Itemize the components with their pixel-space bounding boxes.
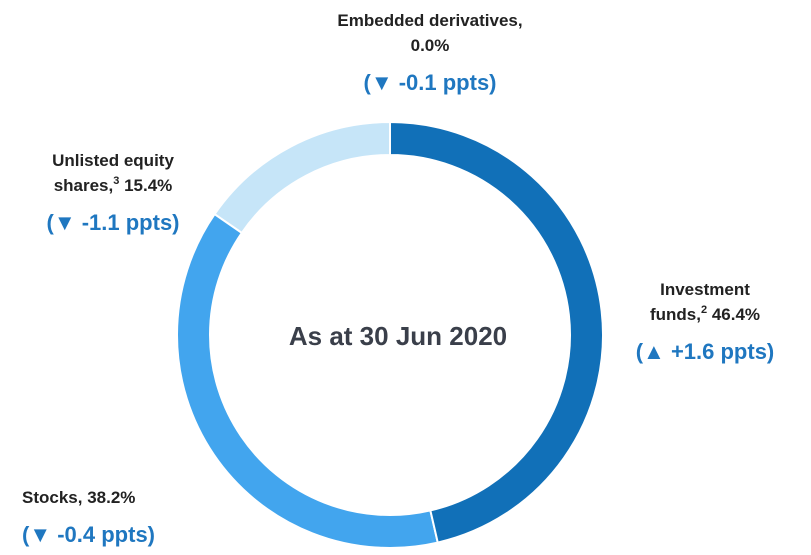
footnote: 3 [113, 175, 119, 187]
category: Embedded derivatives, [337, 11, 522, 30]
value-label: 0.0% [411, 36, 450, 55]
slice-label: Embedded derivatives, 0.0% (▼ -0.1 ppts) [320, 8, 540, 98]
center-text: As at 30 Jun 2020 [289, 321, 507, 351]
category: Stocks, [22, 488, 82, 507]
value-label: 38.2% [87, 488, 135, 507]
change-label: (▼ -0.4 ppts) [22, 520, 222, 550]
change-label: (▼ -1.1 ppts) [18, 208, 208, 238]
label-text: Unlisted equity shares,3 15.4% [38, 148, 188, 198]
label-text: Investment funds,2 46.4% [630, 277, 780, 327]
label-text: Embedded derivatives, 0.0% [330, 8, 530, 58]
slice-label: Unlisted equity shares,3 15.4% (▼ -1.1 pp… [18, 148, 208, 238]
change-label: (▼ -0.1 ppts) [320, 68, 540, 98]
slice-label: Investment funds,2 46.4% (▲ +1.6 ppts) [620, 277, 790, 367]
change-label: (▲ +1.6 ppts) [620, 337, 790, 367]
donut-slice [215, 122, 390, 233]
slice-label: Stocks, 38.2% (▼ -0.4 ppts) [22, 485, 222, 550]
page: As at 30 Jun 2020 Investment funds,2 46.… [0, 0, 811, 555]
value-label: 15.4% [124, 176, 172, 195]
footnote: 2 [701, 304, 707, 316]
value-label: 46.4% [712, 305, 760, 324]
label-text: Stocks, 38.2% [22, 485, 222, 510]
